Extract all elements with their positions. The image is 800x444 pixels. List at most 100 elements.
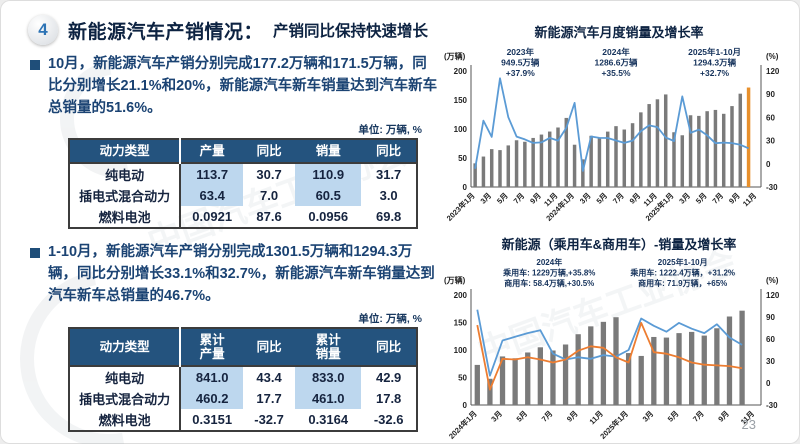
right-tick-label: 0 [766,379,771,388]
sales-bar [680,135,685,187]
left-tick-label: 200 [454,67,468,76]
chart-annotation: 商用车: 58.4万辆,+30.5% [504,278,594,288]
sales-bar [622,129,627,187]
table-row: 纯电动 841.0 43.4 833.0 42.9 [69,365,417,388]
column-header: 动力类型 [69,327,182,366]
cell-value: 461.0 [295,387,362,409]
sales-bar [537,347,543,405]
sales-bar [512,358,518,405]
column-header: 同比 [361,139,417,164]
row-label: 燃料电池 [69,206,182,229]
column-header: 累计 销量 [295,327,362,366]
page-number: 23 [741,417,756,432]
growth-line [476,309,743,377]
right-tick-label: 120 [766,67,780,76]
sales-bar [562,344,569,405]
right-tick-label: 60 [766,113,775,122]
sales-bar [481,156,486,187]
sales-bar [531,137,535,187]
sales-bar [714,328,720,405]
cell-value: 42.9 [375,369,402,385]
right-tick-label: -30 [766,401,778,410]
x-tick-label: 5月 [666,409,681,424]
sales-bar [705,111,709,187]
chart-title: 新能源（乘用车&商用车）-销量及增长率 [501,237,737,252]
sales-bar [514,140,519,187]
column-header: 销量 [295,139,362,164]
x-tick-label: 5月 [495,191,510,206]
cell-value: 3.0 [379,188,398,204]
sales-bar [547,131,552,187]
chart-annotation: +35.5% [601,68,631,78]
bullet-point-ytd: 1-10月，新能源汽车产销分别完成1301.5万辆和1294.3万辆，同比分别增… [30,242,440,307]
cell-value: -32.7 [254,411,284,427]
cell-value: 30.7 [256,167,282,183]
sales-bar [605,131,610,187]
sales-bar [474,364,480,405]
sales-bar [613,317,619,405]
bullet-square-icon [30,60,40,70]
left-tick-label: 0 [463,401,468,410]
bullet-text: 1-10月，新能源汽车产销分别完成1301.5万辆和1294.3万辆，同比分别增… [48,244,435,304]
x-tick-label: 3月 [578,191,593,206]
right-axis-unit: (%) [766,52,779,61]
slide-header: 4 新能源汽车产销情况： 产销同比保持快速增长 [28,15,428,45]
x-tick-label: 5月 [595,191,610,206]
sales-bar [689,331,695,405]
cell-value: 841.0 [180,365,243,388]
column-header: 累计 产量 [180,327,243,366]
cumulative-power-type-table: 动力类型 累计 产量 同比 累计 销量 同比 纯电动 841.0 43.4 833.0 42.9 插电式… [68,326,418,432]
right-tick-label: 30 [766,137,775,146]
sales-bar [630,123,635,187]
sales-bar [600,321,607,405]
right-tick-label: 90 [766,90,775,99]
column-header: 同比 [361,327,417,366]
sales-bar [581,159,585,187]
sales-bar [498,150,502,187]
chart-annotation: 2023年 [507,47,535,57]
sales-bar [688,115,693,187]
cell-value: 43.4 [256,369,282,385]
right-tick-label: 90 [766,313,775,322]
page-title: 新能源汽车产销情况： [68,21,264,43]
sales-bar [589,135,593,187]
x-tick-label: 7月 [512,191,527,206]
bullet-text: 10月，新能源汽车产销分别完成177.2万辆和171.5万辆，同比分别增长21.… [48,56,438,116]
x-tick-label: 3月 [641,409,656,424]
sales-bar [726,316,733,405]
left-column: 10月，新能源汽车产销分别完成177.2万辆和171.5万辆，同比分别增长21.… [30,54,440,432]
sales-bar [701,335,707,405]
x-tick-label: 9月 [628,191,643,206]
row-label: 纯电动 [69,365,182,388]
sales-bar [713,109,718,187]
cell-value: 0.0956 [308,209,349,225]
row-label: 插电式混合动力 [69,185,182,207]
sales-bar [676,333,682,405]
chart-annotation: +37.9% [506,68,536,78]
sales-bar [672,132,676,187]
cell-value: 17.7 [256,390,282,406]
sales-bar [597,137,602,187]
sales-bar [539,134,544,187]
left-tick-label: 150 [454,96,468,105]
sales-bar [746,87,751,187]
sales-bar [575,334,581,405]
column-header: 同比 [242,139,296,164]
monthly-power-type-table: 动力类型 产量 同比 销量 同比 纯电动 113.7 30.7 110.9 31.7 插电式混合动力… [68,138,418,230]
x-tick-label: 7月 [540,409,555,424]
table-row: 纯电动 113.7 30.7 110.9 31.7 [69,163,417,186]
table-row: 燃料电池 0.3151 -32.7 0.3164 -32.6 [69,408,417,431]
pv-cv-sales-growth-chart: 0 50 100 150 200 -30 0 30 60 90 120 (万辆) (%) 2024年1月 3… [444,257,780,441]
sales-bar [697,115,701,187]
sales-bar [614,126,618,187]
column-header: 同比 [242,327,296,366]
chart-annotation: 1286.6万辆 [595,58,638,68]
right-tick-label: 60 [766,335,775,344]
left-tick-label: 50 [458,154,467,163]
cell-value: 0.3164 [308,411,349,427]
cell-value: 17.8 [375,390,402,406]
sales-bar [564,117,569,187]
x-tick-label: 11月 [741,191,758,208]
left-tick-label: 200 [454,291,468,300]
unit-label: 单位: 万辆, % [358,124,422,137]
